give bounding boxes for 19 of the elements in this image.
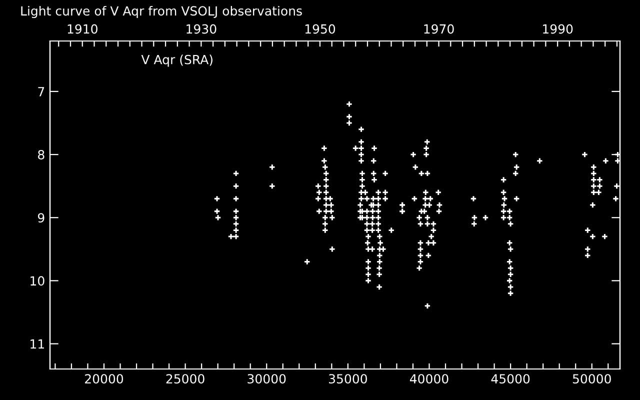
y-tick-label: 8 bbox=[38, 150, 44, 160]
x-tick-label: 30000 bbox=[248, 374, 286, 384]
x2-tick-label: 1910 bbox=[68, 24, 98, 34]
x2-tick-label: 1930 bbox=[186, 24, 216, 34]
x2-tick-label: 1970 bbox=[424, 24, 454, 34]
x-tick-label: 25000 bbox=[166, 374, 204, 384]
x2-tick-label: 1950 bbox=[305, 24, 336, 34]
y-tick-label: 9 bbox=[38, 213, 44, 223]
chart-title: Light curve of V Aqr from VSOLJ observations bbox=[21, 6, 302, 18]
x2-tick-label: 1990 bbox=[543, 24, 573, 34]
x-tick-label: 50000 bbox=[572, 374, 611, 384]
y-tick-label: 7 bbox=[38, 87, 44, 96]
x-tick-label: 35000 bbox=[329, 374, 367, 384]
y-tick-label: 10 bbox=[30, 276, 44, 286]
x-tick-label: 40000 bbox=[410, 374, 448, 384]
x-tick-label: 45000 bbox=[491, 374, 530, 384]
y-tick-label: 11 bbox=[30, 339, 44, 349]
annotation: V Aqr (SRA) bbox=[141, 54, 212, 67]
x-tick-label: 20000 bbox=[85, 374, 124, 384]
